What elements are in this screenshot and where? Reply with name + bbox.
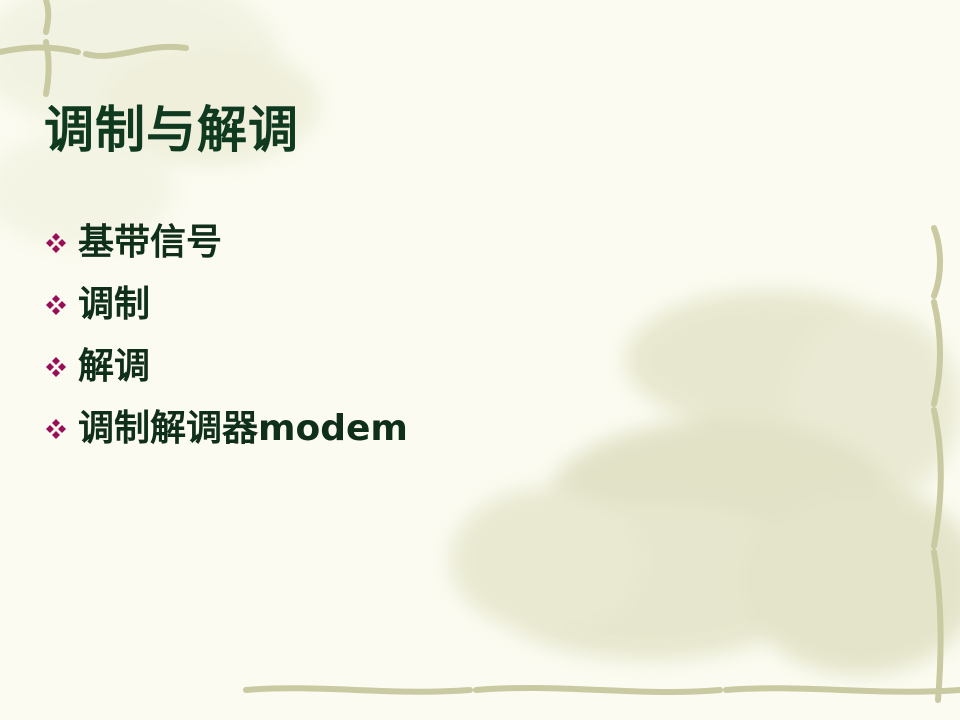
bamboo-frame	[0, 0, 960, 703]
bullet-text: 调制	[78, 284, 151, 325]
slide-title: 调制与解调	[44, 100, 299, 159]
four-diamond-bullet-icon	[46, 419, 66, 439]
bullet-text: 调制解调器modem	[78, 408, 408, 449]
bullet-list: 基带信号 调制 解调	[44, 212, 408, 460]
top-left-flower-motif	[0, 0, 320, 250]
four-diamond-bullet-icon	[46, 357, 66, 377]
bottom-right-flower-motif	[450, 290, 960, 675]
bullet-item: 调制解调器modem	[44, 398, 408, 460]
bullet-text: 基带信号	[78, 222, 223, 263]
four-diamond-bullet-icon	[46, 295, 66, 315]
four-diamond-bullet-icon	[46, 233, 66, 253]
bullet-item: 基带信号	[44, 212, 408, 274]
bullet-item: 调制	[44, 274, 408, 336]
bullet-text: 解调	[78, 346, 151, 387]
bullet-item: 解调	[44, 336, 408, 398]
